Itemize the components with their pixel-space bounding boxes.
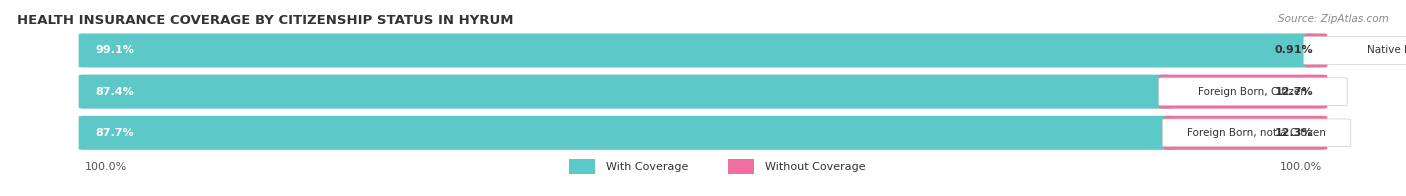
FancyBboxPatch shape xyxy=(79,75,1171,109)
FancyBboxPatch shape xyxy=(1163,119,1351,147)
Text: 99.1%: 99.1% xyxy=(96,45,135,55)
Text: 0.91%: 0.91% xyxy=(1275,45,1313,55)
FancyBboxPatch shape xyxy=(79,116,1327,150)
Text: Native Born: Native Born xyxy=(1367,45,1406,55)
Text: 87.4%: 87.4% xyxy=(96,87,135,97)
Text: Foreign Born, Citizen: Foreign Born, Citizen xyxy=(1198,87,1308,97)
Text: Source: ZipAtlas.com: Source: ZipAtlas.com xyxy=(1278,14,1389,24)
FancyBboxPatch shape xyxy=(79,34,1316,67)
Text: 12.7%: 12.7% xyxy=(1275,87,1313,97)
Text: With Coverage: With Coverage xyxy=(606,162,689,172)
FancyBboxPatch shape xyxy=(1159,78,1347,105)
FancyBboxPatch shape xyxy=(1303,37,1406,64)
Text: 100.0%: 100.0% xyxy=(84,162,127,172)
FancyBboxPatch shape xyxy=(1164,116,1327,150)
FancyBboxPatch shape xyxy=(1159,75,1327,109)
FancyBboxPatch shape xyxy=(79,75,1327,109)
FancyBboxPatch shape xyxy=(79,34,1327,67)
Text: Foreign Born, not a Citizen: Foreign Born, not a Citizen xyxy=(1187,128,1326,138)
Text: 87.7%: 87.7% xyxy=(96,128,134,138)
FancyBboxPatch shape xyxy=(79,116,1175,150)
Text: 100.0%: 100.0% xyxy=(1279,162,1322,172)
FancyBboxPatch shape xyxy=(569,159,595,174)
Text: Without Coverage: Without Coverage xyxy=(765,162,866,172)
Text: 12.3%: 12.3% xyxy=(1275,128,1313,138)
FancyBboxPatch shape xyxy=(728,159,754,174)
FancyBboxPatch shape xyxy=(1305,34,1327,67)
Text: HEALTH INSURANCE COVERAGE BY CITIZENSHIP STATUS IN HYRUM: HEALTH INSURANCE COVERAGE BY CITIZENSHIP… xyxy=(17,14,513,27)
